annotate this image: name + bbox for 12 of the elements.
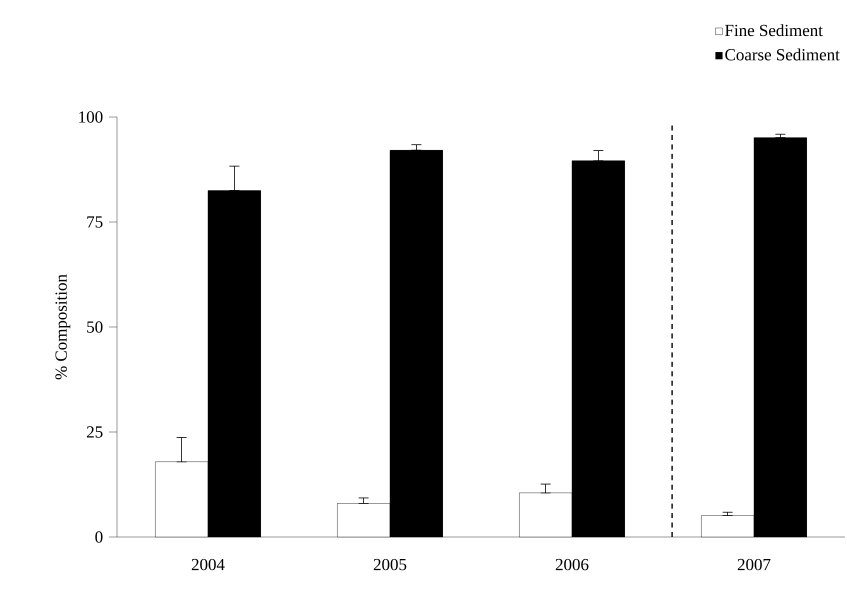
y-tick-label: 50 — [87, 321, 103, 333]
y-tick-label: 25 — [86, 426, 102, 438]
y-tick-label: 75 — [87, 216, 102, 228]
y-axis-title: % Composition — [55, 274, 70, 380]
y-tick-label: 100 — [79, 111, 103, 123]
x-tick-label: 2005 — [374, 558, 406, 570]
legend-label: Coarse Sediment — [725, 48, 840, 60]
x-tick-label: 2007 — [738, 558, 770, 570]
legend-label: Fine Sediment — [725, 24, 823, 36]
x-tick-label: 2006 — [556, 558, 588, 570]
y-tick-label: 0 — [95, 531, 103, 543]
x-tick-label: 2004 — [192, 558, 225, 570]
